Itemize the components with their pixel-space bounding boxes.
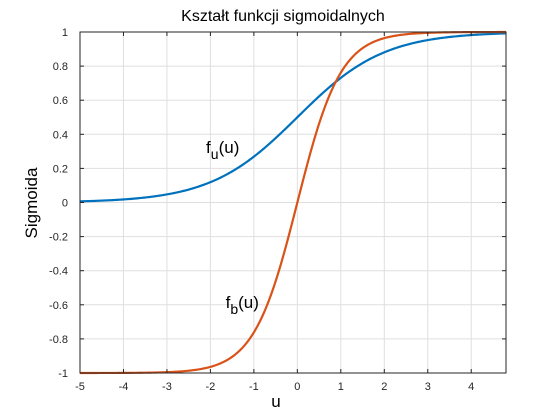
- data-point: [361, 62, 363, 64]
- data-point: [383, 51, 385, 53]
- data-point: [209, 366, 211, 368]
- y-tick-label: -0.8: [49, 334, 68, 346]
- annotation-argument: (u): [219, 138, 240, 157]
- data-point: [231, 170, 233, 172]
- data-point: [361, 47, 363, 49]
- data-point: [166, 193, 168, 195]
- x-tick-label: -5: [75, 381, 85, 393]
- data-point: [318, 95, 320, 97]
- annotation-subscript: b: [230, 301, 238, 317]
- y-tick-label: 1: [62, 27, 68, 39]
- x-tick-label: -2: [206, 381, 216, 393]
- data-point: [383, 37, 385, 39]
- data-point: [122, 198, 124, 200]
- y-tick-label: -1: [58, 368, 68, 380]
- data-point: [405, 44, 407, 46]
- data-point: [448, 36, 450, 38]
- annotation-subscript: u: [211, 146, 219, 162]
- y-tick-label: 0.4: [53, 129, 68, 141]
- y-tick-label: -0.2: [49, 232, 68, 244]
- data-point: [427, 39, 429, 41]
- data-point: [318, 123, 320, 125]
- x-tick-label: 1: [338, 381, 344, 393]
- y-tick-label: 0: [62, 198, 68, 210]
- data-point: [340, 77, 342, 79]
- data-point: [231, 356, 233, 358]
- axes: [79, 31, 507, 374]
- x-axis-label: u: [271, 392, 280, 411]
- data-point: [274, 280, 276, 282]
- data-point: [187, 370, 189, 372]
- annotation-main: f: [226, 293, 231, 312]
- data-point: [296, 116, 298, 118]
- data-point: [253, 155, 255, 157]
- x-tick-labels: -5 -4 -3 -2 -1 0 1 2 3 4: [75, 381, 474, 393]
- data-point: [187, 188, 189, 190]
- y-axis-label: Sigmoida: [22, 167, 41, 238]
- chart-title: Kształt funkcji sigmoidalnych: [181, 8, 385, 25]
- annotation-fb: fb(u): [226, 293, 259, 317]
- data-point: [101, 199, 103, 201]
- y-tick-label: 0.2: [53, 163, 68, 175]
- x-tick-label: -3: [162, 381, 172, 393]
- y-tick-label: 0.8: [53, 61, 68, 73]
- series-annotations: fu(u)fb(u): [206, 138, 259, 317]
- series-line-fu: [79, 32, 507, 203]
- x-tick-label: 3: [425, 381, 431, 393]
- annotation-main: f: [206, 138, 211, 157]
- y-tick-labels: -1 -0.8 -0.6 -0.4 -0.2 0 0.2 0.4 0.6 0.8 1: [49, 27, 68, 380]
- y-tick-label: 0.6: [53, 95, 68, 107]
- x-tick-label: -1: [249, 381, 259, 393]
- data-point: [405, 33, 407, 35]
- grid: [79, 31, 506, 374]
- data-point: [253, 331, 255, 333]
- y-tick-label: -0.6: [49, 300, 68, 312]
- data-point: [144, 196, 146, 198]
- annotation-fu: fu(u): [206, 138, 239, 162]
- data-point: [274, 137, 276, 139]
- x-tick-label: 4: [468, 381, 474, 393]
- x-tick-label: 0: [294, 381, 300, 393]
- data-point: [209, 181, 211, 183]
- annotation-argument: (u): [238, 293, 259, 312]
- x-tick-label: 2: [381, 381, 387, 393]
- y-tick-label: -0.4: [49, 266, 68, 278]
- data-point: [340, 71, 342, 73]
- x-tick-label: -4: [119, 381, 129, 393]
- data-point: [296, 201, 298, 203]
